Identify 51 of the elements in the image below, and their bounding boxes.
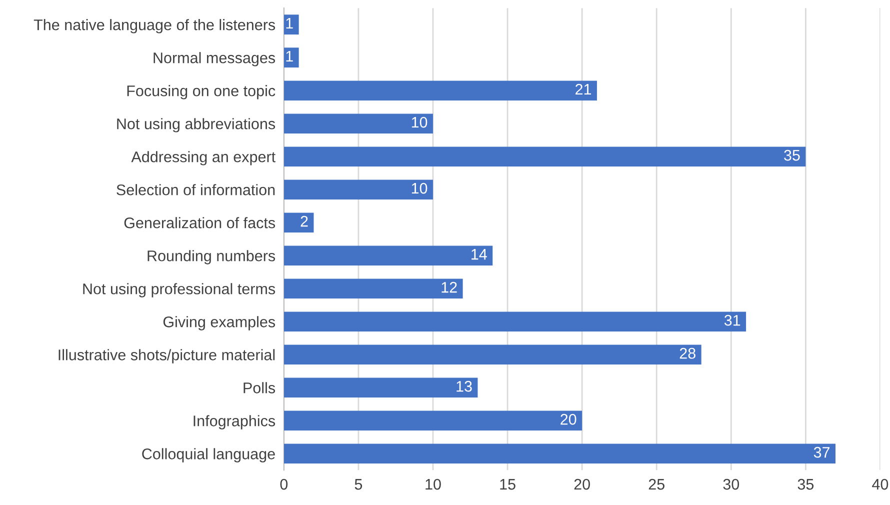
bar [284,410,582,431]
bar [284,180,433,200]
bar [284,14,299,34]
bar [284,48,299,68]
y-tick-label: Not using abbreviations [117,118,276,132]
data-label: 2 [300,216,308,227]
data-label: 10 [412,116,428,128]
data-label: 35 [784,150,800,161]
bar [284,278,463,299]
data-label: 31 [724,314,740,326]
data-label: 37 [814,446,830,458]
x-tick-label: 5 [354,479,362,490]
y-tick-label: Focusing on one topic [127,85,276,100]
bar [284,344,702,365]
x-tick-label: 40 [872,478,888,490]
data-label: 21 [576,84,592,95]
bar [284,312,746,332]
data-label: 12 [442,282,457,293]
y-tick-label: Not using professional terms [83,283,276,298]
x-tick-label: 25 [648,478,664,490]
x-tick-label: 0 [280,478,288,490]
y-tick-label: Colloquial language [142,448,275,462]
data-label: 28 [680,348,696,359]
x-tick-label: 10 [426,478,441,490]
y-tick-label: The native language of the listeners [34,19,276,34]
data-label: 1 [286,18,293,29]
bar [284,114,433,134]
data-label: 1 [286,51,293,62]
bar [284,146,806,167]
data-label: 13 [456,380,472,392]
y-tick-label: Giving examples [163,316,276,330]
data-label: 20 [560,414,576,425]
x-tick-label: 35 [798,478,814,490]
y-tick-label: Rounding numbers [148,250,276,264]
x-tick-label: 20 [574,478,590,490]
bar [284,212,314,233]
bar [284,378,478,398]
y-tick-label: Addressing an expert [131,151,276,166]
data-label: 10 [412,182,428,194]
x-tick-label: 30 [723,478,740,490]
y-tick-label: Polls [244,382,276,394]
bar [284,246,493,266]
data-label: 14 [472,249,487,260]
bar [284,444,836,464]
bar [284,80,597,100]
y-tick-label: Normal messages [154,52,276,66]
y-tick-label: Illustrative shots/picture material [58,349,275,364]
y-tick-label: Infographics [194,415,276,430]
x-tick-label: 15 [500,479,516,490]
y-tick-label: Selection of information [116,184,275,196]
y-tick-label: Generalization of facts [124,217,276,228]
